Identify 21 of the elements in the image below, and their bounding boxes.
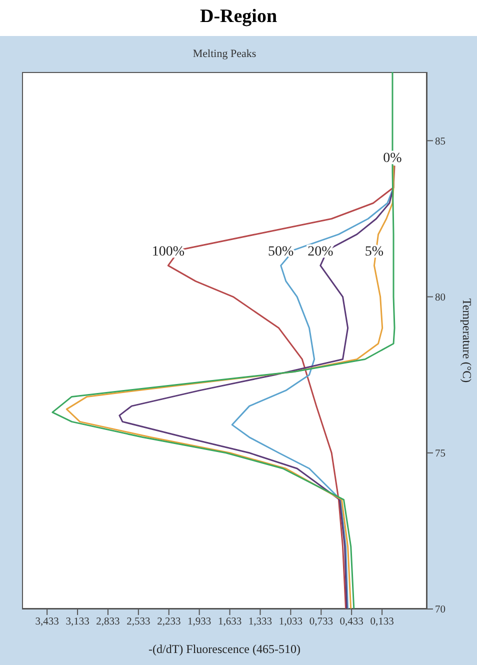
y-axis-title: Temperature (°C): [460, 298, 474, 383]
y-tick-label: 70: [435, 604, 446, 616]
x-axis-title: -(d/dT) Fluorescence (465-510): [148, 642, 300, 656]
x-tick-label: 1,033: [278, 616, 302, 628]
x-tick-label: 1,633: [218, 616, 242, 628]
x-tick-label: 2,233: [157, 616, 181, 628]
x-tick-label: 1,333: [248, 616, 272, 628]
x-tick-label: 3,433: [35, 616, 59, 628]
x-tick-label: 0,433: [340, 616, 364, 628]
x-tick-label: 0,733: [309, 616, 333, 628]
x-tick-label: 2,533: [126, 616, 150, 628]
x-tick-label: 2,833: [96, 616, 120, 628]
x-tick-label: 0,133: [370, 616, 394, 628]
y-tick-label: 85: [435, 136, 446, 148]
chart-subtitle: Melting Peaks: [192, 48, 258, 60]
x-tick-label: 1,933: [188, 616, 212, 628]
y-tick-label: 75: [435, 448, 446, 460]
x-tick-label: 3,133: [66, 616, 90, 628]
chart-title: D-Region: [198, 5, 278, 29]
series-label: 50%: [268, 244, 294, 260]
y-tick-label: 80: [435, 292, 446, 304]
